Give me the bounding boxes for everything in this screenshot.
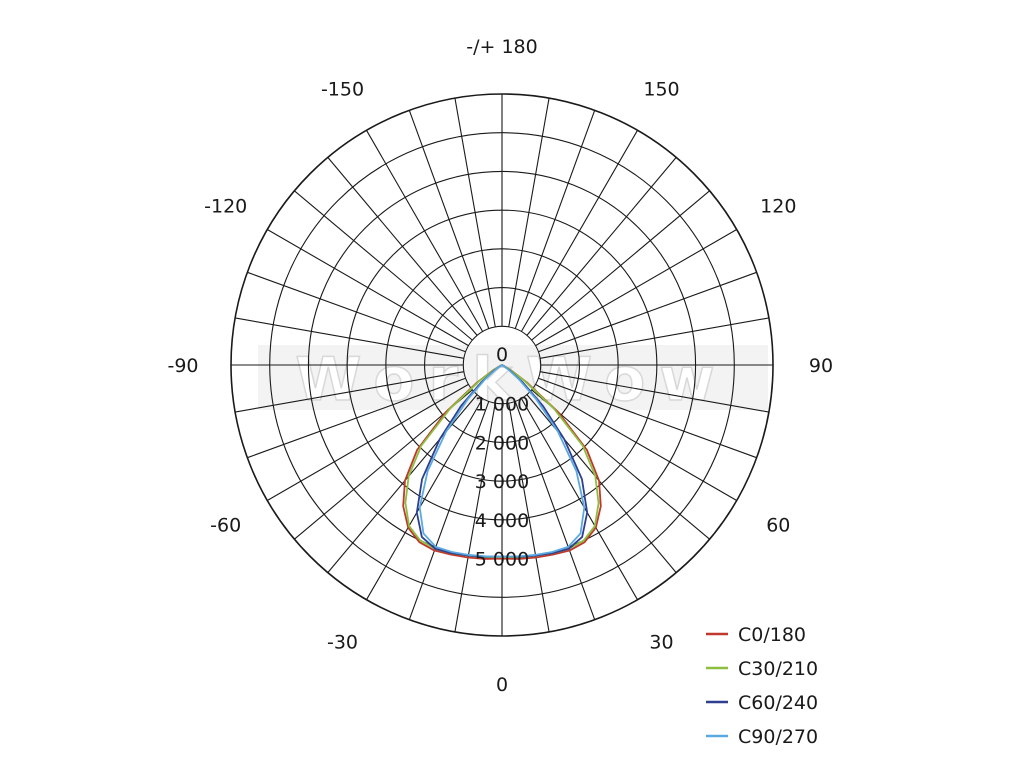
grid-spoke (531, 190, 710, 341)
grid-spoke (508, 403, 550, 632)
grid-spoke (294, 190, 473, 341)
grid-spoke (327, 394, 478, 573)
watermark-text: WorkWow (295, 345, 728, 415)
grid-spoke (538, 377, 757, 459)
watermark-band (258, 345, 768, 410)
angle-tick-label: -120 (204, 196, 247, 218)
angle-tick-label: 120 (760, 196, 796, 218)
radial-tick-label: 5 000 (475, 549, 529, 571)
radial-tick-label: 1 000 (475, 394, 529, 416)
grid-spoke (540, 317, 769, 359)
angle-tick-labels: -/+ 180 150 -150 120 -120 90 -90 60 -60 30 -30 0 (167, 36, 833, 696)
grid-spoke (514, 401, 596, 620)
series-line-4 (418, 364, 586, 558)
angle-tick-label: 30 (649, 631, 673, 653)
grid-spoke (520, 398, 638, 600)
legend: C0/180 C30/210 C60/240 C90/270 (706, 624, 818, 748)
grid-spoke (408, 110, 490, 329)
radial-tick-label: 0 (496, 344, 508, 366)
legend-label: C0/180 (738, 624, 806, 646)
grid-spoke (247, 271, 466, 353)
grid-spoke (454, 98, 496, 327)
watermark: WorkWow (258, 344, 768, 416)
angle-tick-label: 60 (766, 515, 790, 537)
series-curves (402, 364, 602, 560)
grid-spoke (366, 130, 484, 332)
grid-spoke (508, 98, 550, 327)
angle-tick-label: -/+ 180 (466, 36, 537, 58)
grid-spoke (520, 130, 638, 332)
angle-tick-label: -60 (210, 515, 241, 537)
angle-tick-label: 150 (643, 79, 679, 101)
grid-spoke (535, 383, 737, 501)
grid-spoke (247, 377, 466, 459)
grid-spoke (267, 383, 469, 501)
grid-spoke (526, 394, 677, 573)
radial-tick-label: 4 000 (475, 510, 529, 532)
grid-spoke (366, 398, 484, 600)
grid-spoke (538, 271, 757, 353)
legend-label: C30/210 (738, 658, 818, 680)
radial-tick-label: 3 000 (475, 471, 529, 493)
angle-tick-label: -150 (321, 79, 364, 101)
angle-tick-label: 90 (809, 355, 833, 377)
grid-spoke (408, 401, 490, 620)
grid-spoke (267, 229, 469, 347)
grid-spoke (535, 229, 737, 347)
legend-label: C90/270 (738, 726, 818, 748)
grid-spoke (327, 157, 478, 336)
grid-spoke (540, 371, 769, 413)
grid-spoke (454, 403, 496, 632)
radial-tick-label: 2 000 (475, 432, 529, 454)
grid-spoke (235, 317, 464, 359)
grid-spoke (526, 157, 677, 336)
legend-label: C60/240 (738, 692, 818, 714)
polar-grid (230, 93, 774, 637)
angle-tick-label: 0 (496, 674, 508, 696)
angle-tick-label: -90 (167, 355, 198, 377)
grid-spoke (235, 371, 464, 413)
angle-tick-label: -30 (327, 631, 358, 653)
grid-spoke (514, 110, 596, 329)
radial-tick-labels: 0 1 000 2 000 3 000 4 000 5 000 (475, 344, 529, 571)
